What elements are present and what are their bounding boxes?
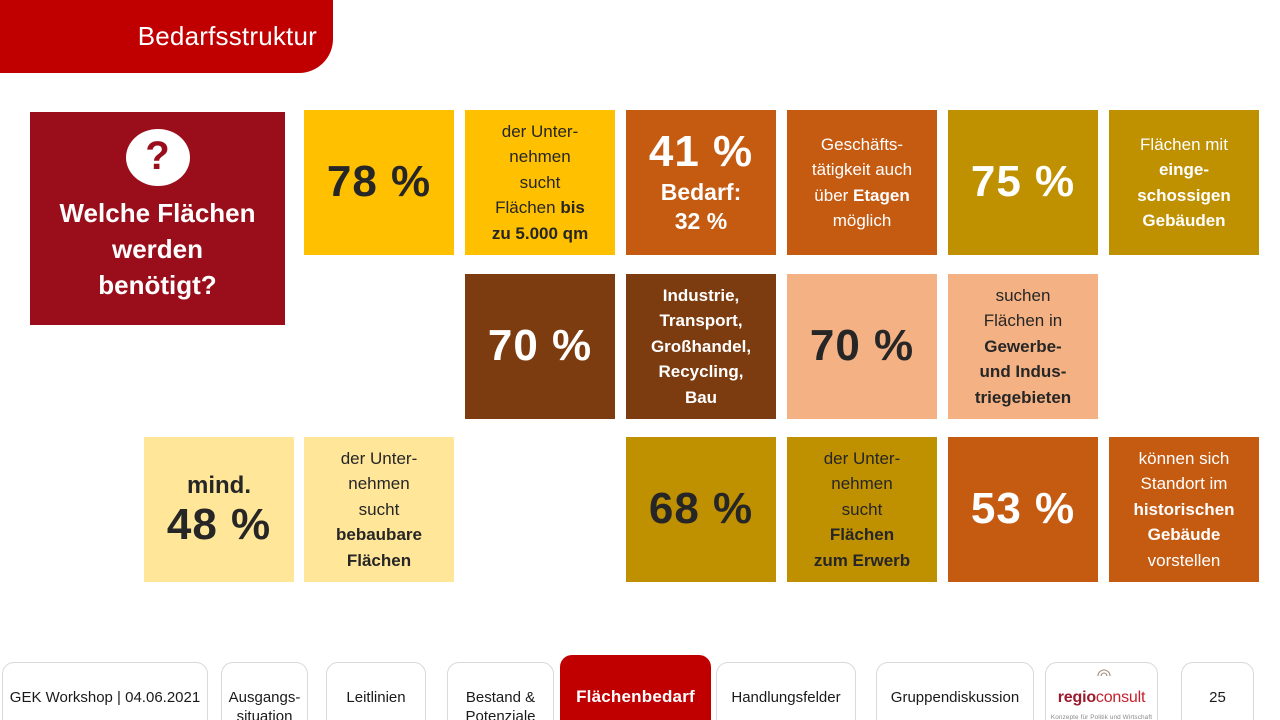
stat-label: der Unter- nehmen sucht Flächen bis zu 5…	[491, 121, 589, 243]
stat-box-78-percent: 78 %	[304, 110, 454, 255]
stat-value: 53 %	[970, 484, 1076, 534]
tab-label: Bestand & Potenziale	[465, 689, 536, 720]
label-box-eingeschossige-gebaeude: Flächen mit einge- schossigen Gebäuden	[1109, 110, 1259, 255]
question-mark-icon: ?	[125, 129, 190, 186]
logo-part1: regio	[1057, 689, 1096, 706]
stat-box-70-percent-industrie: 70 %	[465, 274, 615, 419]
page-number-value: 25	[1209, 689, 1226, 706]
stat-value: 70 %	[487, 321, 593, 371]
logo-part2: consult	[1095, 689, 1146, 706]
question-box: ? Welche Flächen werden benötigt?	[30, 112, 285, 325]
stat-label: Flächen mit einge- schossigen Gebäuden	[1137, 134, 1231, 231]
stat-value: 75 %	[970, 157, 1076, 207]
stat-box-70-percent-gewerbe: 70 %	[787, 274, 937, 419]
label-box-flaechen-bis-5000qm: der Unter- nehmen sucht Flächen bis zu 5…	[465, 110, 615, 255]
tab-label: Flächenbedarf	[576, 687, 695, 706]
stat-label: Geschäfts- tätigkeit auch über Etagen mö…	[811, 134, 913, 231]
stat-sub-value: Bedarf: 32 %	[660, 179, 742, 235]
tab-flaechenbedarf[interactable]: Flächenbedarf	[560, 655, 711, 720]
stat-box-48-percent: mind. 48 %	[144, 437, 294, 582]
stat-value: 78 %	[326, 157, 432, 207]
label-box-historische-gebaeude: können sich Standort im historischen Geb…	[1109, 437, 1259, 582]
label-box-industrie-branchen: Industrie, Transport, Großhandel, Recycl…	[626, 274, 776, 419]
page-title: Bedarfsstruktur	[137, 21, 317, 51]
stat-box-41-percent: 41 % Bedarf: 32 %	[626, 110, 776, 255]
stat-value: 48 %	[166, 500, 272, 550]
tab-workshop-date[interactable]: GEK Workshop | 04.06.2021	[2, 662, 208, 720]
label-box-bebaubare-flaechen: der Unter- nehmen sucht bebaubare Fläche…	[304, 437, 454, 582]
logo-tagline: Konzepte für Politik und Wirtschaft	[1050, 714, 1153, 720]
tab-label: Ausgangs- situation	[228, 689, 301, 720]
stat-label: können sich Standort im historischen Geb…	[1133, 448, 1235, 570]
page-number: 25	[1181, 662, 1254, 720]
label-box-flaechen-zum-erwerb: der Unter- nehmen sucht Flächen zum Erwe…	[787, 437, 937, 582]
tab-label: GEK Workshop | 04.06.2021	[9, 689, 201, 706]
stat-label: der Unter- nehmen sucht bebaubare Fläche…	[336, 448, 422, 570]
tab-label: Gruppendiskussion	[890, 689, 1020, 706]
tab-bestand-potenziale[interactable]: Bestand & Potenziale	[447, 662, 554, 720]
stat-value: 68 %	[648, 484, 754, 534]
footer-logo: regioconsult Konzepte für Politik und Wi…	[1045, 662, 1158, 720]
tab-gruppendiskussion[interactable]: Gruppendiskussion	[876, 662, 1034, 720]
label-box-gewerbe-industriegebiete: suchen Flächen in Gewerbe- und Indus- tr…	[948, 274, 1098, 419]
stat-box-68-percent: 68 %	[626, 437, 776, 582]
slide-header: Bedarfsstruktur	[0, 0, 333, 73]
tab-label: Leitlinien	[346, 689, 406, 706]
stat-label: suchen Flächen in Gewerbe- und Indus- tr…	[974, 285, 1072, 407]
tab-ausgangssituation[interactable]: Ausgangs- situation	[221, 662, 308, 720]
tab-label: Handlungsfelder	[731, 689, 841, 706]
label-box-etagen: Geschäfts- tätigkeit auch über Etagen mö…	[787, 110, 937, 255]
regioconsult-logo: regioconsult	[1057, 669, 1146, 706]
stat-box-53-percent: 53 %	[948, 437, 1098, 582]
stat-value: 70 %	[809, 321, 915, 371]
tab-leitlinien[interactable]: Leitlinien	[326, 662, 426, 720]
stat-prefix: mind.	[187, 472, 251, 500]
stat-value: 41 %	[648, 126, 754, 176]
stat-box-75-percent: 75 %	[948, 110, 1098, 255]
stat-label: Industrie, Transport, Großhandel, Recycl…	[650, 285, 752, 407]
stat-label: der Unter- nehmen sucht Flächen zum Erwe…	[813, 448, 911, 570]
question-text: Welche Flächen werden benötigt?	[59, 198, 256, 300]
logo-arcs-icon	[1097, 669, 1111, 677]
tab-handlungsfelder[interactable]: Handlungsfelder	[716, 662, 856, 720]
